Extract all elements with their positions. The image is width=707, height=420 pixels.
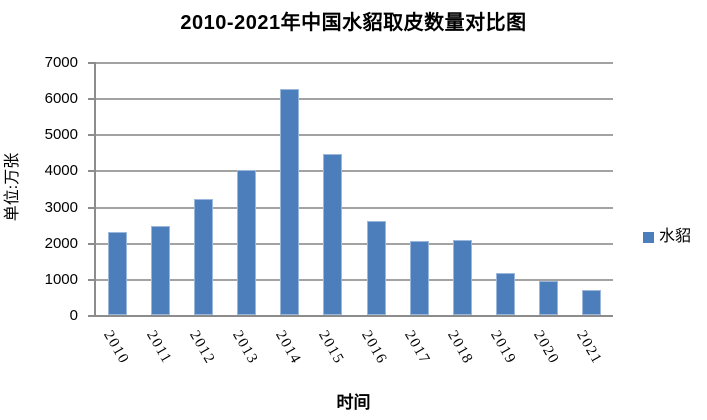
y-tick-label: 5000: [44, 126, 78, 143]
x-tick-label-2020: 2020: [530, 328, 563, 368]
gridline: [96, 98, 613, 100]
gridline: [96, 279, 613, 281]
y-tick: [88, 134, 96, 136]
bar-2019: [495, 273, 515, 315]
y-tick: [88, 207, 96, 209]
y-tick-label: 6000: [44, 90, 78, 107]
bar-2016: [366, 221, 386, 315]
y-tick: [88, 279, 96, 281]
gridline: [96, 170, 613, 172]
legend-label: 水貂: [659, 228, 692, 245]
x-tick-label-2018: 2018: [444, 328, 477, 368]
bar-2021: [581, 290, 601, 315]
y-tick: [88, 98, 96, 100]
bar-2020: [538, 281, 558, 315]
x-tick-label-2021: 2021: [573, 328, 606, 368]
gridline: [96, 62, 613, 64]
y-tick: [88, 170, 96, 172]
y-tick: [88, 243, 96, 245]
bar-2018: [452, 240, 472, 315]
x-tick-label-2010: 2010: [99, 328, 132, 368]
legend: 水貂: [643, 229, 691, 245]
y-tick-label: 3000: [44, 199, 78, 216]
bar-2012: [194, 199, 214, 315]
x-tick-label-2013: 2013: [228, 328, 261, 368]
y-tick-label: 4000: [44, 162, 78, 179]
x-tick-label-2016: 2016: [358, 328, 391, 368]
x-tick-label-2011: 2011: [142, 328, 175, 367]
y-tick-label: 1000: [44, 271, 78, 288]
gridline: [96, 243, 613, 245]
x-tick-label-2015: 2015: [315, 328, 347, 368]
y-tick-label: 2000: [44, 235, 78, 252]
bar-2017: [409, 241, 429, 315]
bar-2010: [108, 232, 128, 315]
bar-2013: [237, 170, 257, 315]
y-axis-title: 单位:万张: [4, 152, 21, 222]
chart-title: 2010-2021年中国水貂取皮数量对比图: [180, 12, 527, 34]
x-tick-label-2017: 2017: [401, 328, 434, 368]
legend-swatch-icon: [643, 231, 654, 243]
y-tick: [88, 62, 96, 64]
gridline: [96, 207, 613, 209]
plot-area: [94, 62, 613, 317]
x-tick-label-2014: 2014: [272, 328, 304, 368]
y-tick: [88, 315, 96, 317]
y-tick-label: 7000: [44, 54, 78, 71]
x-tick-label-2012: 2012: [185, 328, 218, 368]
bar-2015: [323, 154, 343, 315]
gridline: [96, 134, 613, 136]
y-tick-label: 0: [69, 307, 78, 324]
x-axis-title: 时间: [336, 393, 371, 412]
bar-2011: [151, 226, 171, 315]
bar-2014: [280, 89, 300, 315]
x-tick-label-2019: 2019: [487, 328, 520, 368]
